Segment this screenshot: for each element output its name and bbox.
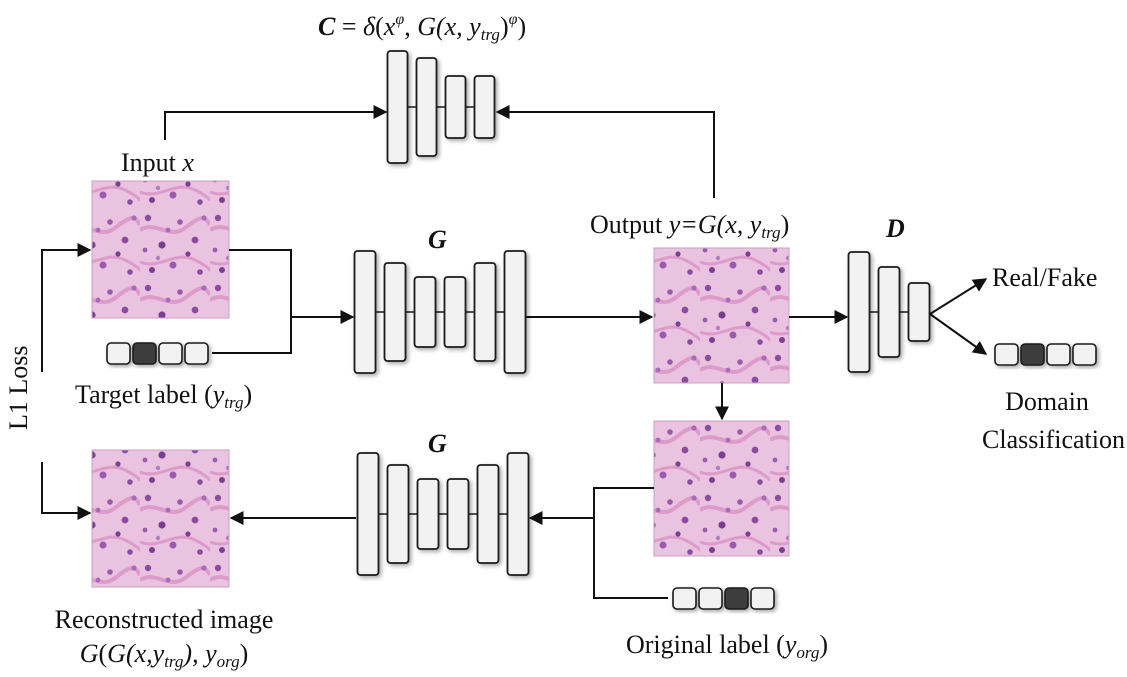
network-layer-block: [353, 250, 377, 374]
domain-classification-label: Domain Classification: [982, 387, 1125, 454]
network-layer-block: [506, 452, 530, 576]
generator-network-bottom: [356, 452, 530, 576]
real-fake-label: Real/Fake: [992, 263, 1098, 292]
label-cell-active: [132, 342, 157, 365]
l1-loss-label: L1 Loss: [4, 345, 33, 431]
histology-image-input: [91, 180, 230, 319]
line-origlabel-to-merge: [593, 518, 668, 599]
network-layer-block: [416, 478, 440, 550]
target-label-caption: Target label (ytrg): [75, 380, 253, 412]
network-layer-block: [476, 464, 500, 564]
network-layer-block: [444, 75, 467, 139]
network-layer-block: [473, 75, 496, 139]
label-cell: [158, 342, 183, 365]
arrow-d-to-realfake: [929, 278, 988, 315]
domain-classification-vector: [994, 343, 1097, 366]
label-cell-active: [1020, 343, 1045, 366]
discriminator-network: [847, 251, 931, 373]
label-cell: [698, 587, 723, 610]
network-layer-block: [446, 478, 470, 550]
consistency-formula: C = δ(xφ, G(x, ytrg)φ): [318, 11, 527, 44]
label-cell: [750, 587, 775, 610]
network-layer-block: [473, 262, 497, 362]
network-layer-block: [413, 276, 437, 348]
generator-label-top: G: [428, 225, 447, 254]
network-layer-block: [415, 57, 438, 157]
network-layer-block: [877, 266, 901, 358]
network-layer-block: [386, 464, 410, 564]
label-cell-active: [724, 587, 749, 610]
arrow-l1-to-reconstructed: [41, 462, 92, 520]
connectors: [41, 105, 988, 599]
network-layer-block: [383, 262, 407, 362]
discriminator-label: D: [886, 214, 905, 243]
consistency-network: [386, 50, 496, 164]
arrow-l1-to-input: [41, 243, 92, 372]
arrow-d-to-domain: [929, 313, 988, 355]
line-original-to-merge: [593, 487, 654, 518]
histology-image-reconstructed: [91, 449, 230, 588]
label-cell: [1046, 343, 1071, 366]
original-label-caption: Original label (yorg): [626, 630, 829, 662]
network-layer-block: [356, 452, 380, 576]
label-cell: [184, 342, 209, 365]
input-label: Input x: [121, 148, 194, 177]
line-target-to-merge: [212, 317, 292, 354]
generator-label-bottom: G: [428, 429, 447, 458]
reconstructed-image-caption: Reconstructed image G(G(x,ytrg), yorg): [54, 605, 274, 671]
network-layer-block: [907, 282, 931, 342]
label-cell: [994, 343, 1019, 366]
label-cell: [106, 342, 131, 365]
line-input-to-merge: [229, 249, 292, 317]
output-label: Output y=G(x, ytrg): [590, 210, 790, 242]
network-layer-block: [443, 276, 467, 348]
network-layer-block: [503, 250, 527, 374]
generator-network-top: [353, 250, 527, 374]
network-layer-block: [386, 50, 409, 164]
target-label-vector: [106, 342, 209, 365]
histology-image-output: [653, 247, 790, 384]
label-cell: [672, 587, 697, 610]
arrow-output-to-c: [495, 105, 715, 198]
histology-image-original-branch: [653, 420, 790, 557]
network-layer-block: [847, 251, 871, 373]
original-label-vector: [672, 587, 775, 610]
label-cell: [1072, 343, 1097, 366]
arrow-input-to-c: [164, 105, 388, 140]
